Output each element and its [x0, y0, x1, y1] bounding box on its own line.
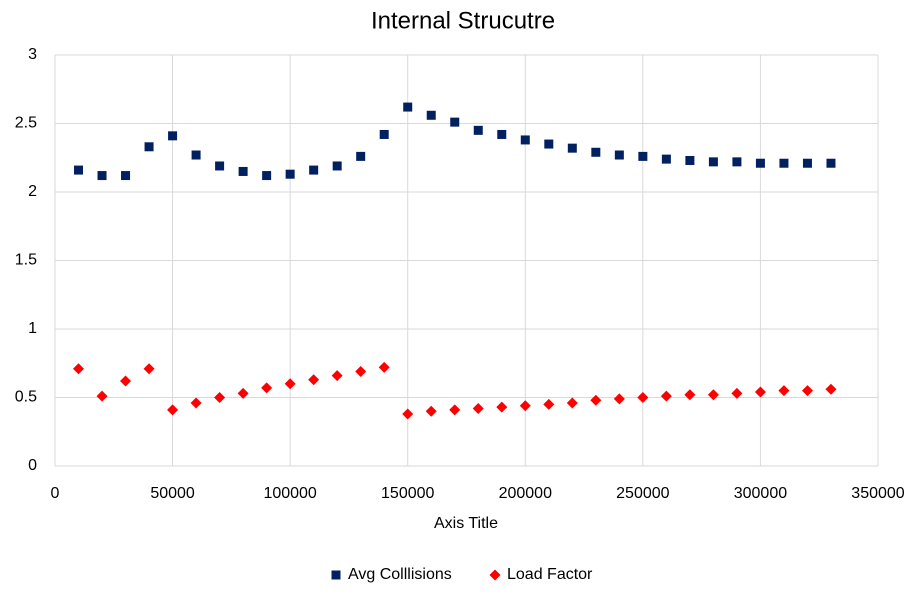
load-factor-point: [308, 374, 320, 386]
load-factor-point: [590, 394, 602, 406]
load-factor-point: [73, 363, 85, 375]
avg-collisions-point: [497, 129, 507, 139]
x-tick-label: 200000: [499, 485, 552, 502]
legend-label: Avg Colllisions: [348, 566, 452, 583]
load-factor-point: [825, 383, 837, 395]
legend-item: Load Factor: [489, 566, 593, 583]
series-avg-collisions: [74, 102, 836, 181]
y-tick-label: 1.5: [15, 252, 37, 269]
x-tick-label: 0: [51, 485, 60, 502]
avg-collisions-point: [708, 157, 718, 167]
y-tick-label: 3: [28, 46, 37, 63]
load-factor-point: [190, 397, 202, 409]
load-factor-point: [378, 361, 390, 373]
avg-collisions-point: [779, 158, 789, 168]
load-factor-point: [449, 404, 461, 416]
avg-collisions-point: [802, 158, 812, 168]
y-tick-label: 2.5: [15, 115, 37, 132]
avg-collisions-point: [168, 131, 178, 141]
avg-collisions-point: [191, 150, 201, 160]
load-factor-point: [613, 393, 625, 405]
load-factor-point: [355, 365, 367, 377]
avg-collisions-point: [403, 102, 413, 112]
avg-collisions-point: [74, 165, 84, 175]
avg-collisions-point: [356, 151, 366, 161]
avg-collisions-point: [732, 157, 742, 167]
load-factor-point: [237, 387, 249, 399]
load-factor-point: [214, 392, 226, 403]
avg-collisions-point: [450, 117, 460, 127]
x-axis-title: Axis Title: [434, 515, 498, 532]
x-tick-label: 50000: [150, 485, 195, 502]
load-factor-point: [731, 387, 743, 399]
load-factor-point: [143, 363, 155, 375]
avg-collisions-point: [238, 166, 248, 176]
x-tick-label: 100000: [263, 485, 316, 502]
legend-item: Avg Colllisions: [331, 566, 452, 583]
avg-collisions-point: [614, 150, 624, 160]
load-factor-point: [566, 397, 578, 409]
y-tick-label: 0: [28, 457, 37, 474]
series-load-factor: [73, 361, 837, 420]
load-factor-point: [331, 370, 343, 382]
load-factor-point: [637, 392, 649, 403]
avg-collisions-point: [144, 142, 154, 152]
avg-collisions-point: [567, 143, 577, 153]
axes: 0 0.5 1 1.5 2 2.5 3 0 50000 100000 150000 200000 250…: [15, 46, 905, 502]
load-factor-point: [543, 398, 555, 410]
y-tick-label: 1: [28, 320, 37, 337]
avg-collisions-point: [826, 158, 836, 168]
load-factor-point: [167, 404, 179, 416]
avg-collisions-point: [638, 151, 648, 161]
load-factor-point: [707, 389, 719, 401]
load-factor-point: [778, 385, 790, 397]
load-factor-point: [660, 390, 672, 402]
avg-collisions-point: [379, 129, 389, 139]
avg-collisions-point: [520, 135, 530, 145]
avg-collisions-point: [473, 125, 483, 135]
load-factor-point: [96, 390, 108, 402]
load-factor-point: [801, 385, 813, 397]
avg-collisions-point: [544, 139, 554, 149]
avg-collisions-point: [685, 155, 695, 165]
data-points: [73, 102, 837, 420]
legend-diamond-marker: [489, 569, 501, 581]
avg-collisions-point: [426, 110, 436, 120]
avg-collisions-point: [661, 154, 671, 164]
x-tick-label: 350000: [851, 485, 904, 502]
y-tick-label: 0.5: [15, 389, 37, 406]
legend-label: Load Factor: [507, 566, 593, 583]
gridlines: [54, 54, 879, 467]
avg-collisions-point: [121, 171, 131, 181]
x-tick-label: 250000: [616, 485, 669, 502]
load-factor-point: [261, 382, 273, 394]
avg-collisions-point: [309, 165, 319, 175]
load-factor-point: [472, 402, 484, 414]
y-tick-label: 2: [28, 183, 37, 200]
avg-collisions-point: [332, 161, 342, 171]
x-tick-label: 150000: [381, 485, 434, 502]
avg-collisions-point: [591, 147, 601, 157]
avg-collisions-point: [97, 171, 107, 181]
load-factor-point: [402, 408, 414, 420]
load-factor-point: [425, 405, 437, 417]
legend: Avg Colllisions Load Factor: [331, 566, 593, 583]
avg-collisions-point: [215, 161, 225, 171]
load-factor-point: [754, 386, 766, 398]
x-tick-label: 300000: [734, 485, 787, 502]
avg-collisions-point: [285, 169, 295, 179]
avg-collisions-point: [262, 171, 272, 181]
load-factor-point: [496, 401, 508, 413]
load-factor-point: [519, 400, 531, 412]
load-factor-point: [284, 378, 296, 390]
load-factor-point: [684, 389, 696, 401]
avg-collisions-point: [755, 158, 765, 168]
chart-title: Internal Strucutre: [371, 7, 555, 34]
load-factor-point: [120, 375, 132, 387]
legend-square-marker: [331, 570, 341, 580]
